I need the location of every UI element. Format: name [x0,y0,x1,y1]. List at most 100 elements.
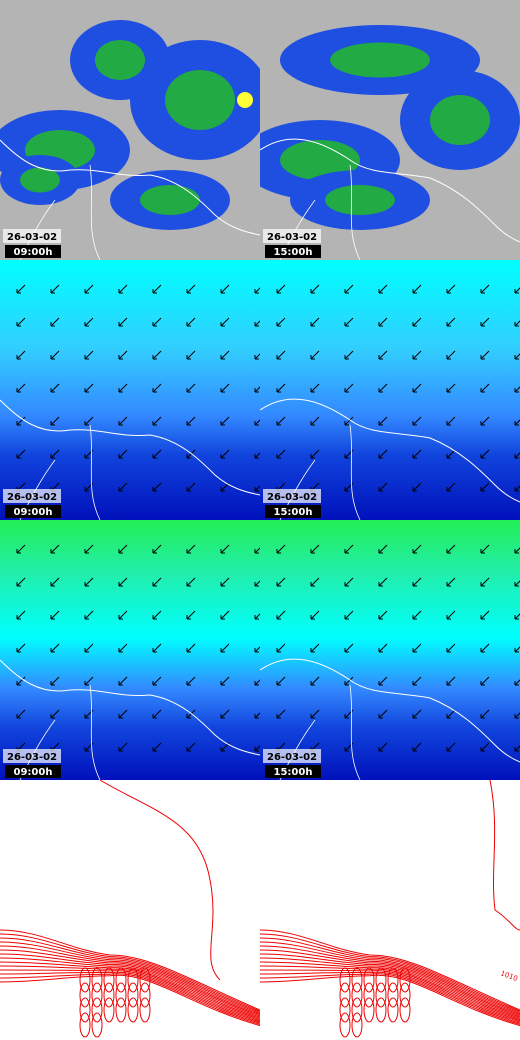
time-bg [265,245,321,258]
isobar-cluster [139,967,151,993]
wind-arrow [152,643,162,653]
wind-arrow [480,676,490,686]
wind-arrow [118,482,128,492]
wind-arrow [412,350,422,360]
time-label: 09:00h [14,507,53,518]
wind-arrow [118,610,128,620]
date-bg [3,489,61,503]
wind-arrow [310,284,320,294]
wind-arrow [344,317,354,327]
wind-arrow [118,742,128,752]
wind-arrow [378,643,388,653]
isobar-cluster [351,997,363,1023]
wind-arrow [310,544,320,554]
wind-arrow [378,317,388,327]
wind-arrow [412,643,422,653]
date-bg [3,749,61,763]
isobar-cluster [399,997,411,1023]
wind-arrow [84,416,94,426]
precip-core [165,70,235,130]
isobar [260,945,520,1016]
map-panel: 1010 [260,780,520,1040]
wind-arrow [118,643,128,653]
panel-content [0,0,260,260]
wind-arrow [310,317,320,327]
wind-arrow [446,449,456,459]
wind-arrow [514,320,520,327]
wind-arrow [276,709,286,719]
isobar-cluster [115,967,127,993]
wind-arrow [480,416,490,426]
wind-arrow [412,383,422,393]
wind-arrow [514,646,520,653]
time-bg [5,505,61,518]
wind-arrow [378,742,388,752]
wind-arrow [152,610,162,620]
isobar [99,780,221,981]
wind-arrow [50,449,60,459]
wind-arrow [84,676,94,686]
time-bg [5,245,61,258]
time-label: 15:00h [274,767,313,778]
panel-content [0,520,260,780]
wind-arrow [412,709,422,719]
isobar-cluster [103,982,115,1008]
isobar-cluster [103,997,115,1023]
wind-arrow [276,544,286,554]
time-label: 15:00h [274,507,313,518]
wind-arrow [378,416,388,426]
wind-arrow [254,452,260,459]
wind-arrow [344,643,354,653]
wind-arrow [118,350,128,360]
wind-arrow [378,676,388,686]
coastline [0,659,260,756]
wind-arrow [186,383,196,393]
isobar-cluster [399,982,411,1008]
wind-arrow [480,449,490,459]
isobar-cluster [339,967,351,993]
wind-arrow [152,577,162,587]
coastline [260,658,520,763]
wind-arrow [514,452,520,459]
panel-content [260,520,520,780]
wind-arrow [378,577,388,587]
wind-arrow [16,416,26,426]
wind-arrow [480,742,490,752]
date-bg [3,229,61,243]
wind-arrow [254,712,260,719]
isobar-cluster [375,982,387,1008]
wind-arrow [16,317,26,327]
isobar-cluster [127,967,139,993]
date-label: 26-03-02 [7,232,57,243]
wind-arrow [480,350,490,360]
wind-arrow [480,284,490,294]
isobar-cluster [387,997,399,1023]
wind-arrow [220,317,230,327]
wind-arrow [480,482,490,492]
wind-arrow [84,544,94,554]
wind-arrow [186,577,196,587]
map-panel: 26-03-02 09:00h [0,520,260,780]
wind-arrow [118,449,128,459]
isobar [0,937,260,1013]
wind-arrow [16,544,26,554]
wind-arrow [16,383,26,393]
coastline [260,398,520,503]
wind-arrow [220,643,230,653]
wind-arrow [84,317,94,327]
isobar [0,953,260,1018]
isobar-cluster [127,997,139,1023]
wind-arrow [50,643,60,653]
map-panel: 26-03-02 15:00h [260,260,520,520]
wind-arrow [50,383,60,393]
isobar-cluster [387,967,399,993]
wind-arrow [84,383,94,393]
precip-core [330,42,430,78]
wind-arrow [446,610,456,620]
panel-content [0,780,260,1040]
wind-arrow [480,317,490,327]
wind-arrow [412,742,422,752]
wind-arrow [344,676,354,686]
wind-arrow [514,745,520,752]
isobar-cluster [351,967,363,993]
